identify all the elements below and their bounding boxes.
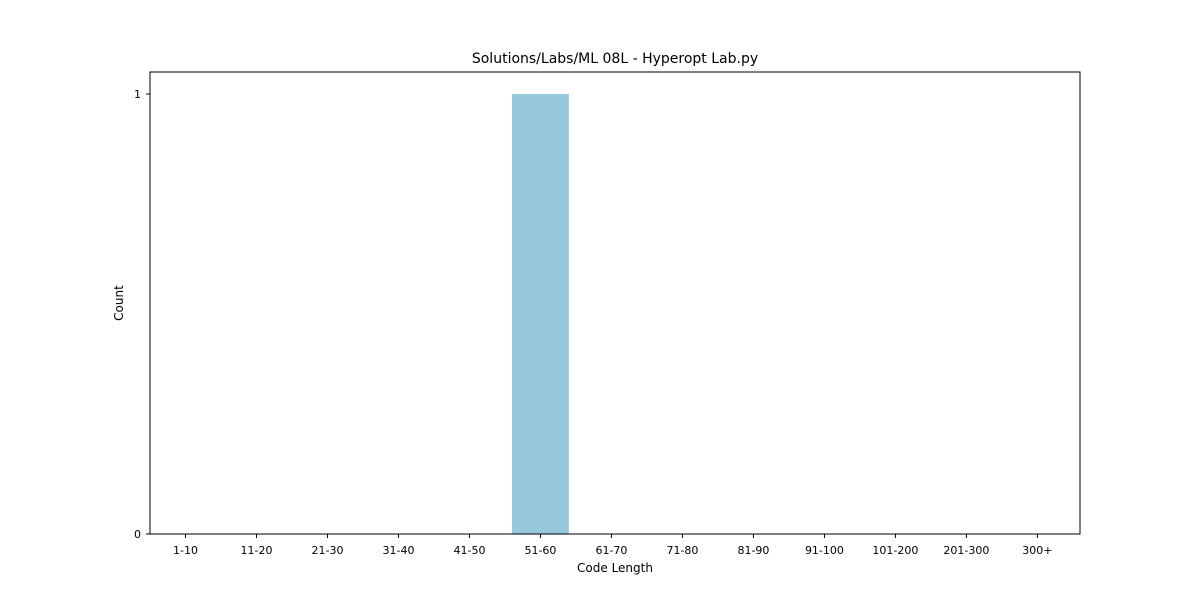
y-tick-label: 1 bbox=[134, 88, 141, 101]
bars-group bbox=[512, 94, 569, 534]
x-tick-label: 41-50 bbox=[453, 544, 485, 557]
x-tick-label: 11-20 bbox=[241, 544, 273, 557]
x-tick-label: 201-300 bbox=[943, 544, 989, 557]
x-tick-label: 21-30 bbox=[311, 544, 343, 557]
x-tick-label: 1-10 bbox=[173, 544, 198, 557]
y-axis-ticks: 01 bbox=[134, 88, 150, 541]
x-axis-ticks: 1-10 11-20 21-30 31-40 41-50 51-60 61-70 71-80 8… bbox=[173, 534, 1053, 557]
chart-title: Solutions/Labs/ML 08L - Hyperopt Lab.py bbox=[472, 51, 758, 67]
y-axis-label: Count bbox=[112, 285, 126, 321]
x-tick-label: 91-100 bbox=[805, 544, 844, 557]
x-tick-label: 101-200 bbox=[872, 544, 918, 557]
x-tick-label: 81-90 bbox=[737, 544, 769, 557]
y-tick-label: 0 bbox=[134, 528, 141, 541]
x-tick-label: 71-80 bbox=[666, 544, 698, 557]
x-tick-label: 300+ bbox=[1022, 544, 1052, 557]
x-tick-label: 31-40 bbox=[382, 544, 414, 557]
x-axis-label: Code Length bbox=[577, 561, 653, 575]
plot-frame bbox=[149, 71, 1081, 535]
bar-51-60 bbox=[512, 94, 569, 534]
x-tick-label: 51-60 bbox=[524, 544, 556, 557]
x-tick-label: 61-70 bbox=[595, 544, 627, 557]
